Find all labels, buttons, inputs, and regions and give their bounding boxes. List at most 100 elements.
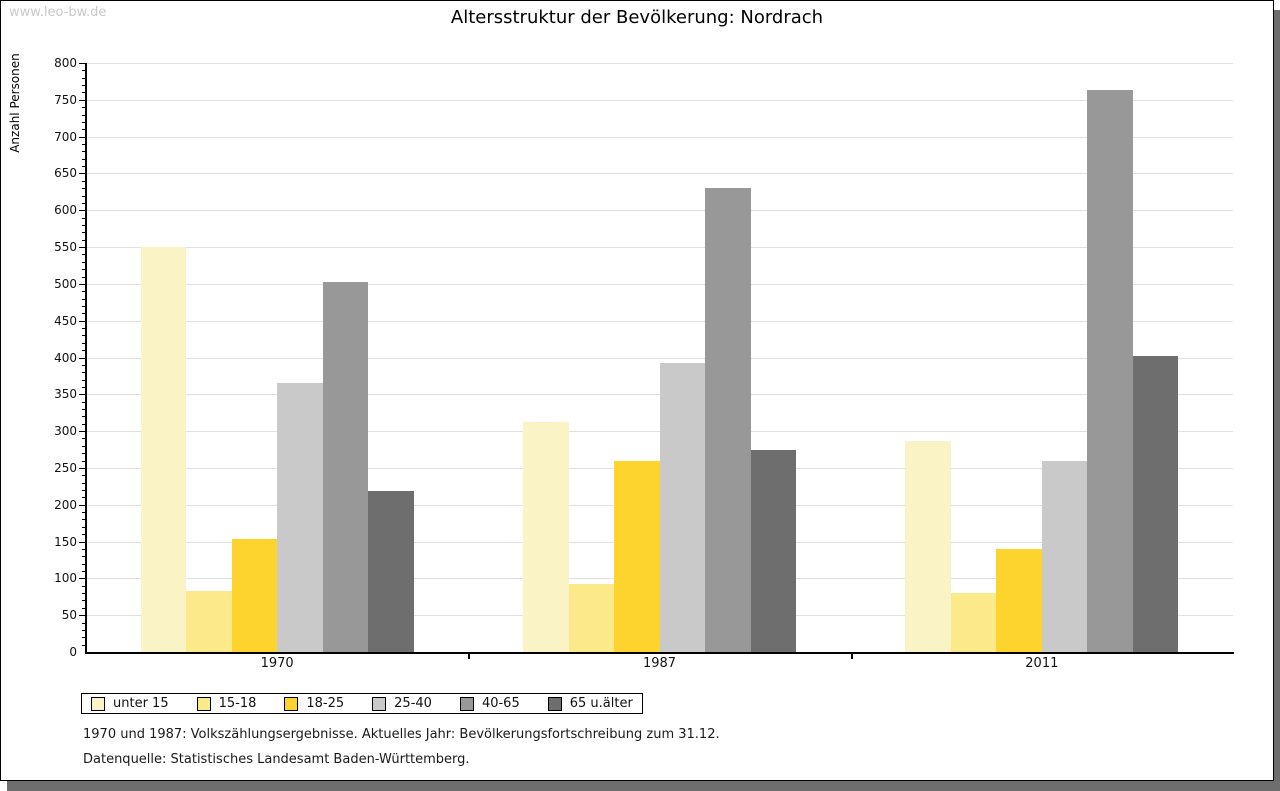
y-minor-tick — [82, 298, 86, 300]
bar-1970-unter-15 — [140, 247, 187, 652]
y-minor-tick — [82, 239, 86, 241]
bar-2011-18-25 — [996, 548, 1042, 652]
y-minor-tick — [82, 475, 86, 477]
y-minor-tick — [82, 607, 86, 609]
y-minor-tick — [82, 548, 86, 550]
y-minor-tick — [82, 350, 86, 352]
y-minor-tick — [82, 158, 86, 160]
y-gridline — [86, 210, 1233, 212]
y-tick-label: 750 — [54, 92, 77, 107]
y-minor-tick — [82, 313, 86, 315]
bar-1987-25-40 — [659, 362, 705, 652]
y-minor-tick — [82, 143, 86, 145]
y-minor-tick — [82, 305, 86, 307]
y-major-tick — [79, 504, 86, 506]
y-minor-tick — [82, 276, 86, 278]
y-major-tick — [79, 467, 86, 469]
y-minor-tick — [82, 335, 86, 337]
legend-label: 40-65 — [481, 696, 520, 711]
y-minor-tick — [82, 232, 86, 234]
legend: unter 15 15-18 18-25 25-40 40-65 65 u.älter — [81, 693, 643, 714]
y-minor-tick — [82, 77, 86, 79]
y-minor-tick — [82, 600, 86, 602]
y-minor-tick — [82, 401, 86, 403]
y-minor-tick — [82, 593, 86, 595]
legend-swatch — [547, 696, 562, 711]
bar-1987-65-u-lter — [750, 449, 796, 652]
y-gridline — [86, 63, 1233, 64]
footnote-data-source: Datenquelle: Statistisches Landesamt Bad… — [83, 752, 470, 767]
y-gridline — [86, 320, 1233, 322]
y-minor-tick — [82, 188, 86, 190]
watermark: www.leo-bw.de — [9, 5, 107, 20]
bar-1970-18-25 — [231, 538, 278, 652]
y-minor-tick — [82, 151, 86, 153]
legend-item-25-40: 25-40 — [372, 696, 460, 711]
y-tick-label: 700 — [54, 129, 77, 144]
y-axis-line — [85, 63, 87, 654]
y-tick-label: 600 — [54, 203, 77, 218]
legend-swatch — [372, 696, 387, 711]
y-minor-tick — [82, 328, 86, 330]
y-gridline — [86, 99, 1233, 101]
y-gridline — [86, 283, 1233, 285]
y-minor-tick — [82, 526, 86, 528]
y-minor-tick — [82, 166, 86, 168]
bar-2011-65-u-lter — [1132, 356, 1179, 652]
x-category-label: 1970 — [260, 656, 294, 671]
bar-2011-25-40 — [1041, 461, 1088, 652]
y-minor-tick — [82, 571, 86, 572]
y-minor-tick — [82, 460, 86, 462]
y-major-tick — [79, 578, 86, 580]
bar-1987-unter-15 — [523, 422, 569, 652]
y-major-tick — [79, 541, 86, 543]
x-category-label: 2011 — [1025, 656, 1059, 671]
y-minor-tick — [82, 497, 86, 499]
y-minor-tick — [82, 269, 86, 271]
y-tick-label: 300 — [54, 424, 77, 439]
y-tick-label: 450 — [54, 313, 77, 328]
y-tick-label: 800 — [54, 56, 77, 70]
y-gridline — [86, 247, 1233, 249]
x-separator-tick — [850, 654, 853, 659]
legend-item-15-18: 15-18 — [196, 696, 285, 711]
y-minor-tick — [82, 364, 86, 366]
y-minor-tick — [82, 585, 86, 587]
legend-swatch — [284, 696, 299, 711]
y-minor-tick — [82, 121, 86, 123]
y-minor-tick — [82, 622, 86, 624]
y-minor-tick — [82, 637, 86, 639]
y-minor-tick — [82, 409, 86, 411]
y-minor-tick — [82, 644, 86, 646]
legend-item-40-65: 40-65 — [459, 696, 548, 711]
legend-swatch — [91, 696, 105, 711]
x-axis-line — [85, 652, 1234, 654]
y-tick-label: 350 — [54, 387, 77, 402]
y-minor-tick — [82, 629, 86, 631]
y-gridline — [86, 136, 1233, 138]
y-minor-tick — [82, 386, 86, 388]
legend-label: 65 u.älter — [569, 696, 633, 711]
bar-1970-15-18 — [186, 590, 232, 652]
y-minor-tick — [82, 445, 86, 447]
legend-label: 15-18 — [218, 696, 257, 711]
y-minor-tick — [82, 85, 86, 87]
y-minor-tick — [82, 217, 86, 219]
legend-swatch — [459, 696, 474, 711]
legend-label: unter 15 — [113, 696, 169, 711]
bar-1987-18-25 — [614, 460, 660, 652]
legend-swatch — [196, 696, 211, 711]
y-tick-label: 400 — [54, 350, 77, 365]
y-minor-tick — [82, 453, 86, 455]
y-minor-tick — [82, 563, 86, 565]
y-major-tick — [79, 431, 86, 433]
y-minor-tick — [82, 342, 86, 344]
y-minor-tick — [82, 180, 86, 182]
y-minor-tick — [82, 519, 86, 521]
y-tick-label: 250 — [54, 460, 77, 475]
y-tick-label: 50 — [61, 608, 77, 623]
y-major-tick — [79, 320, 86, 322]
y-minor-tick — [82, 291, 86, 293]
y-gridline — [86, 357, 1233, 359]
